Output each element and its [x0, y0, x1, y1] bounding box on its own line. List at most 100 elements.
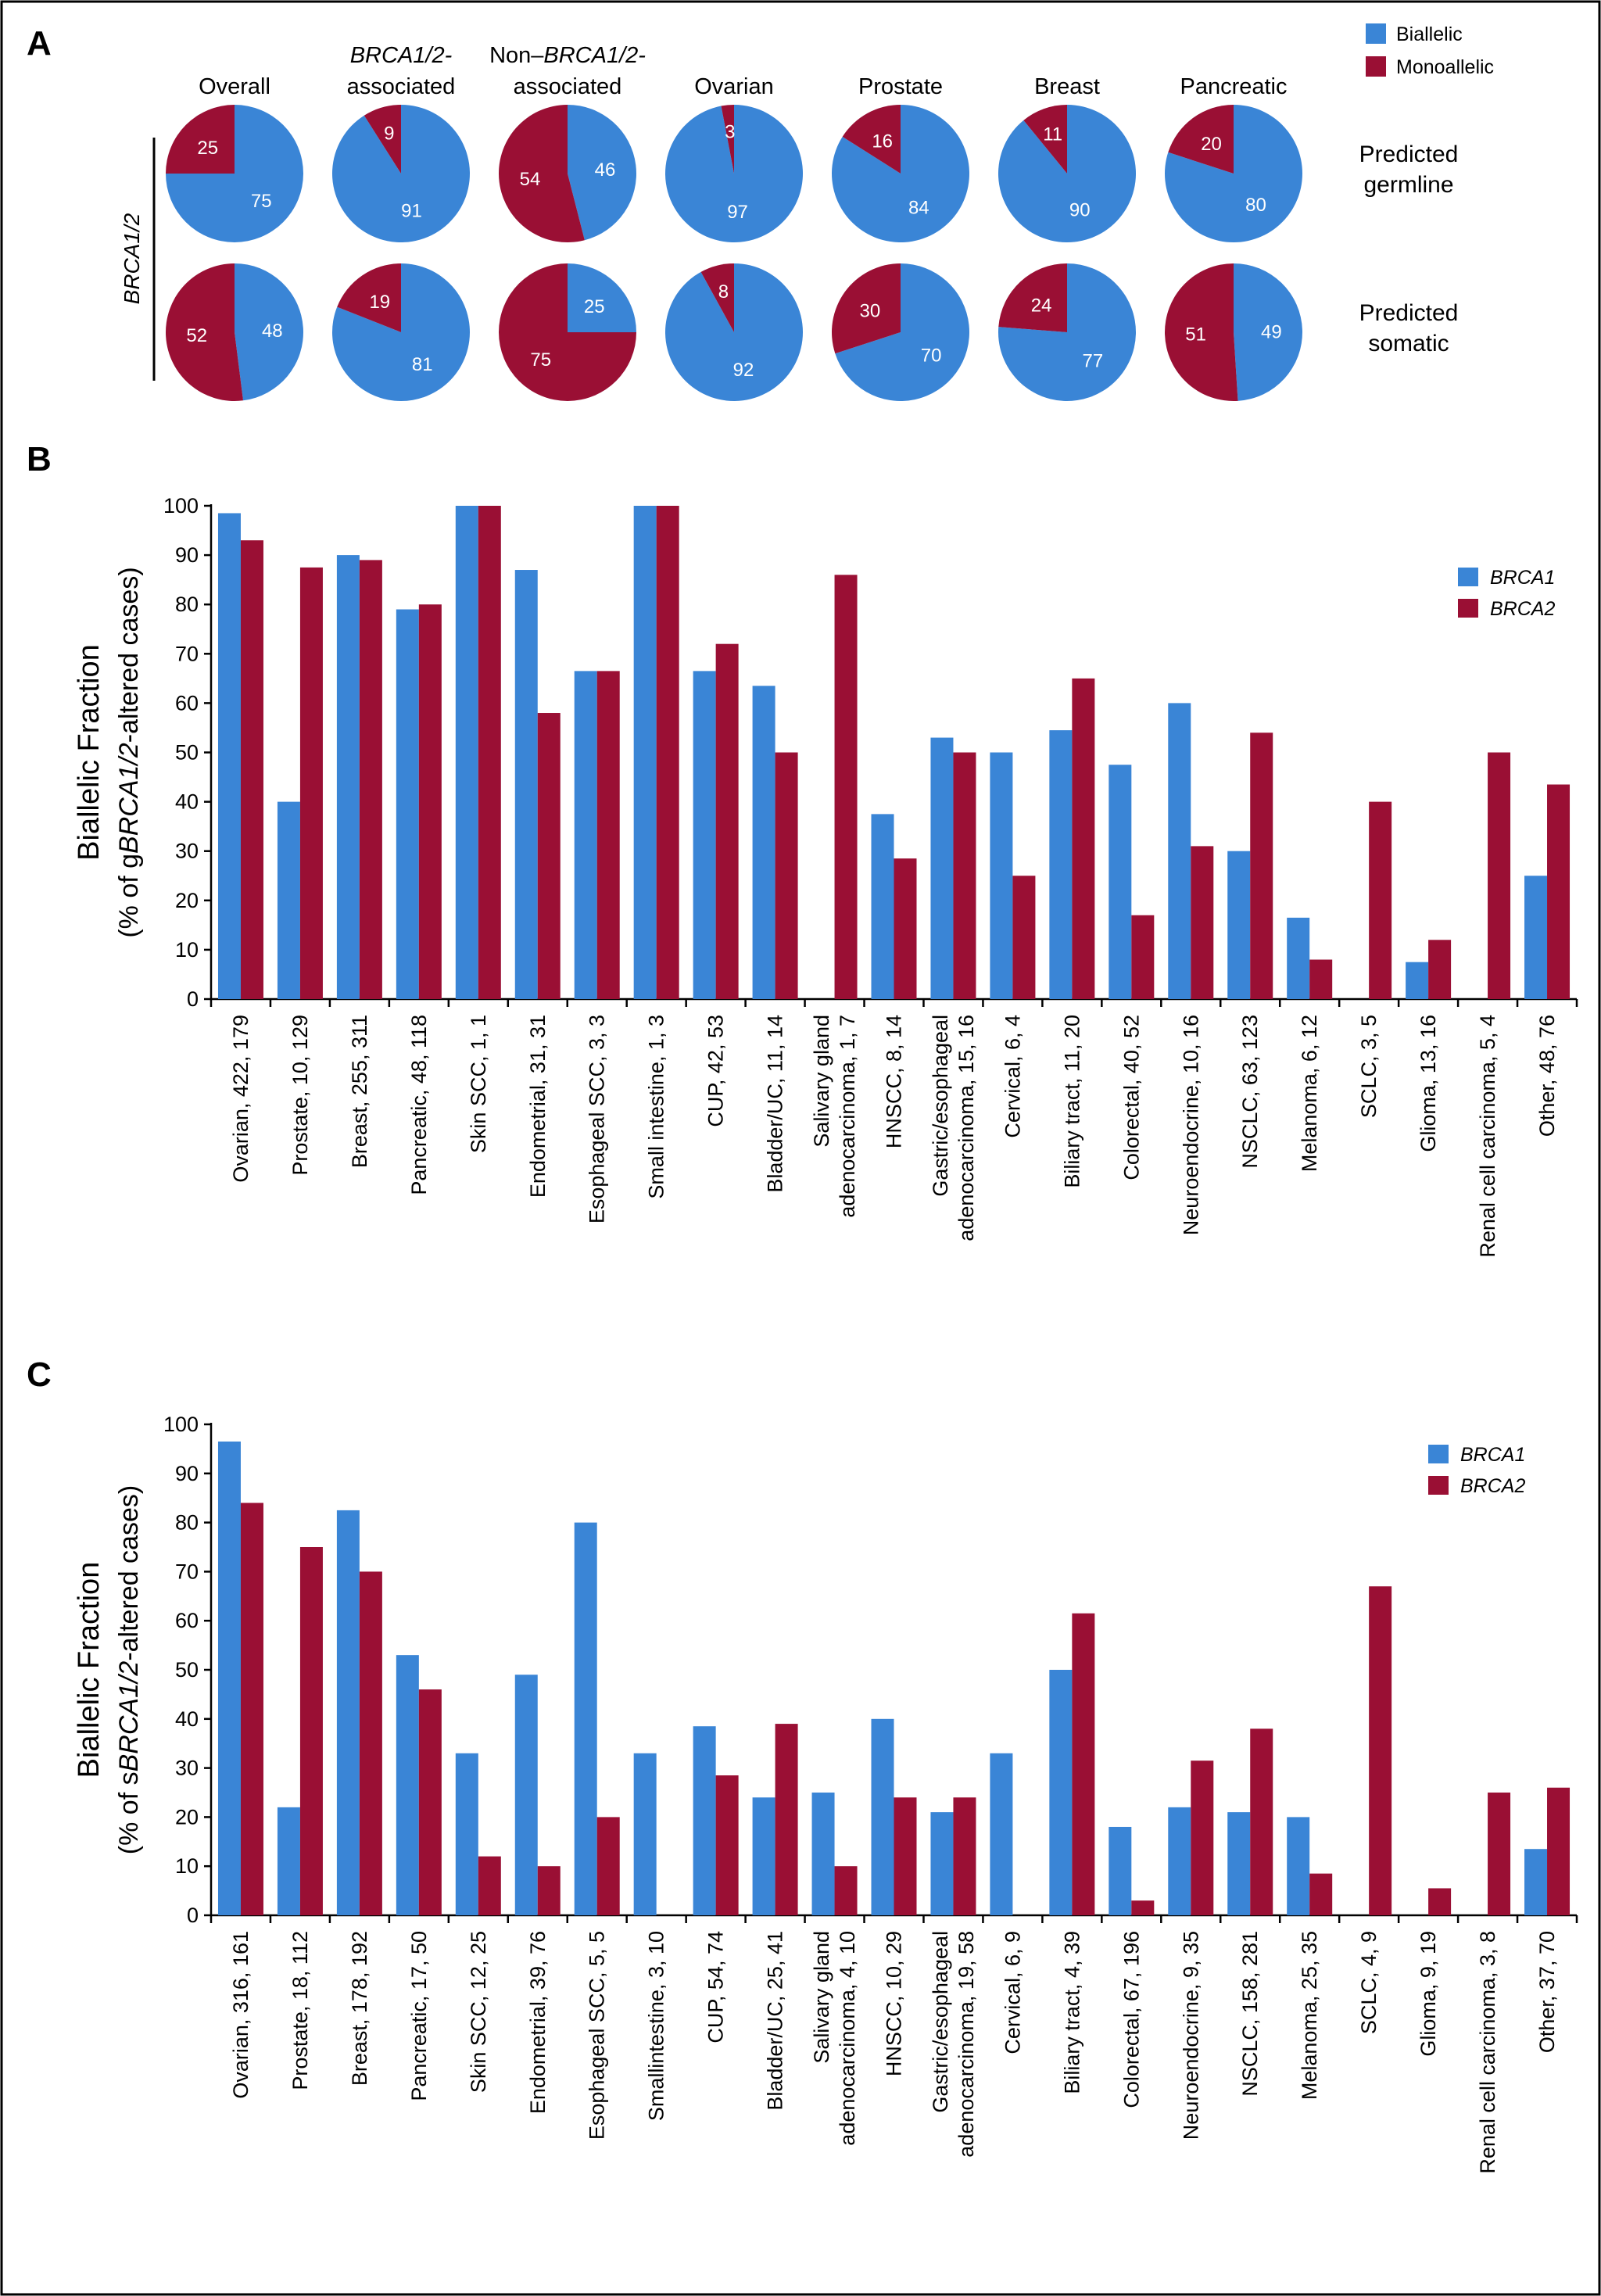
pie-slice-monoallelic — [842, 105, 901, 174]
y-tick-label: 50 — [175, 741, 199, 765]
pie-slice-biallelic — [568, 263, 636, 332]
pie-label-monoallelic: 8 — [718, 281, 729, 303]
category-label: Bladder/UC, 25, 41 — [764, 1931, 787, 2111]
category-label: NSCLC, 63, 123 — [1238, 1015, 1262, 1169]
pie-column-header: Ovarian — [694, 74, 774, 99]
bar-brca1-3 — [396, 1655, 419, 1915]
y-tick-label: 30 — [175, 840, 199, 863]
panel-b-bar-chart: 0 10 20 30 40 50 60 70 80 90 100 Biallelic Fraction… — [73, 494, 1578, 1258]
category-label: Small intestine, 1, 3 — [645, 1015, 668, 1199]
pie-label-monoallelic: 54 — [520, 169, 541, 190]
bar-brca1-11 — [871, 1718, 894, 1915]
category-label: Gastric/esophageal — [929, 1931, 952, 2113]
bar-brca2-1 — [299, 567, 323, 999]
category-label: Pancreatic, 48, 118 — [407, 1015, 431, 1195]
bar-brca2-15 — [1131, 915, 1155, 999]
bar-brca1-18 — [1287, 1817, 1310, 1915]
legend-swatch-monoallelic — [1366, 56, 1386, 77]
bar-brca1-17 — [1227, 1812, 1251, 1915]
text-span: (% of g — [114, 854, 144, 938]
panel-label-a: A — [27, 24, 52, 63]
category-label: Cervical, 6, 9 — [1001, 1931, 1024, 2054]
pie-slice-monoallelic — [166, 263, 244, 401]
bar-brca1-18 — [1287, 917, 1310, 999]
bar-brca1-2 — [336, 555, 360, 999]
bar-brca2-2 — [359, 1571, 382, 1915]
pie-column-header: associated — [347, 74, 456, 99]
pie-slice-biallelic — [831, 105, 969, 243]
pie-label-biallelic: 75 — [251, 191, 272, 212]
bar-brca1-15 — [1109, 1826, 1132, 1915]
y-tick-label: 0 — [187, 987, 199, 1011]
pie-label-monoallelic: 75 — [530, 349, 551, 371]
pie-column-header: Overall — [199, 74, 270, 99]
legend-label-monoallelic: Monoallelic — [1396, 56, 1494, 78]
pie-row-label-line1: Predicted — [1359, 141, 1459, 167]
y-axis-title: Biallelic Fraction — [73, 1562, 106, 1778]
pie-1-6: 49 51 — [1165, 263, 1303, 401]
category-label: Renal cell carcinoma, 3, 8 — [1476, 1931, 1499, 2174]
y-tick-label: 30 — [175, 1757, 199, 1780]
bar-brca1-22 — [1524, 876, 1548, 999]
pie-label-monoallelic: 25 — [197, 138, 218, 159]
bar-brca1-14 — [1049, 1670, 1073, 1915]
category-label: Gastric/esophageal — [929, 1015, 952, 1197]
legend-swatch-brca1 — [1458, 568, 1478, 586]
bar-brca2-14 — [1072, 678, 1095, 999]
pie-slice-biallelic — [332, 105, 470, 243]
legend-label-brca1: BRCA1 — [1490, 567, 1555, 589]
pie-slice-monoallelic — [998, 263, 1067, 332]
category-label: adenocarcinoma, 15, 16 — [955, 1015, 978, 1241]
pie-column-header: Pancreatic — [1180, 74, 1287, 99]
pie-label-monoallelic: 20 — [1201, 134, 1222, 155]
bar-brca2-3 — [418, 604, 442, 999]
bar-brca1-22 — [1524, 1849, 1548, 1915]
pie-label-biallelic: 84 — [908, 197, 929, 218]
pie-1-0: 48 52 — [166, 263, 304, 401]
pie-label-biallelic: 91 — [401, 200, 422, 221]
text-span: BRCA1/2 — [114, 1661, 144, 1772]
pie-slice-monoallelic — [1168, 105, 1234, 174]
category-label: Biliary tract, 4, 39 — [1060, 1931, 1083, 2094]
y-tick-label: 50 — [175, 1658, 199, 1682]
bar-brca2-17 — [1250, 732, 1273, 999]
category-label: HNSCC, 8, 14 — [883, 1015, 906, 1148]
bar-brca2-7 — [656, 506, 679, 999]
y-tick-label: 60 — [175, 691, 199, 715]
bar-brca2-22 — [1547, 784, 1571, 999]
bar-brca1-9 — [752, 686, 775, 999]
bar-brca2-4 — [478, 1856, 501, 1915]
bar-brca2-6 — [596, 1817, 620, 1915]
text-span: Non– — [489, 43, 544, 68]
pie-label-biallelic: 70 — [921, 345, 942, 366]
bar-brca2-0 — [240, 540, 263, 999]
panel-a-pies: OverallBRCA1/2-associatedNon–BRCA1/2-ass… — [120, 23, 1494, 401]
bar-brca1-8 — [693, 671, 716, 999]
category-label: Skin SCC, 1, 1 — [467, 1015, 490, 1153]
bar-brca1-2 — [336, 1510, 360, 1915]
category-label: Other, 37, 70 — [1535, 1931, 1559, 2053]
category-label: CUP, 42, 53 — [704, 1015, 728, 1127]
bar-brca2-18 — [1309, 1873, 1333, 1915]
pie-column-header: Breast — [1034, 74, 1100, 99]
pie-label-biallelic: 49 — [1261, 321, 1282, 342]
legend-label-brca2: BRCA2 — [1490, 598, 1555, 620]
pie-label-biallelic: 46 — [595, 159, 616, 181]
category-label: Melanoma, 6, 12 — [1298, 1015, 1321, 1172]
legend-swatch-brca2 — [1428, 1476, 1449, 1495]
bar-brca2-22 — [1547, 1787, 1571, 1915]
pie-slice-biallelic — [997, 105, 1136, 243]
pie-label-monoallelic: 3 — [725, 122, 735, 143]
brca-side-label: BRCA1/2 — [120, 213, 144, 304]
pie-slice-monoallelic — [831, 263, 901, 354]
pie-row-label-line2: germline — [1363, 172, 1453, 198]
pie-1-5: 77 24 — [998, 263, 1136, 401]
y-tick-label: 10 — [175, 1854, 199, 1878]
bar-brca2-16 — [1191, 1761, 1214, 1915]
category-label: Salivary gland — [810, 1015, 833, 1148]
pie-0-3: 97 3 — [665, 105, 803, 243]
bar-brca2-13 — [1012, 876, 1036, 999]
legend-swatch-brca1 — [1428, 1445, 1449, 1463]
category-label: NSCLC, 158, 281 — [1238, 1931, 1262, 2097]
y-tick-label: 100 — [163, 1413, 199, 1436]
